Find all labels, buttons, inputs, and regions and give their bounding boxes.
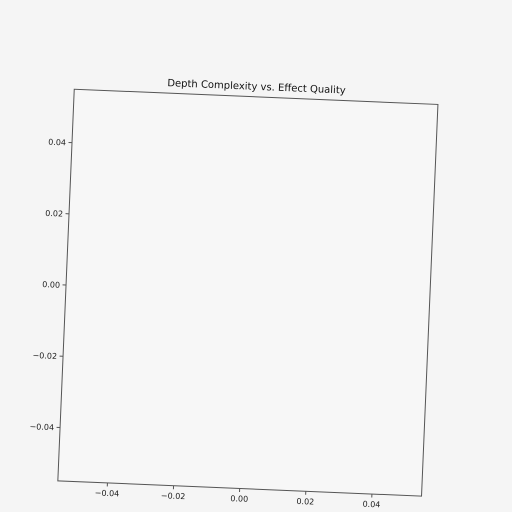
- x-tick-label: −0.02: [161, 491, 186, 501]
- y-tick-label: −0.02: [32, 351, 57, 361]
- x-tick-label: 0.04: [362, 500, 380, 510]
- x-tick-label: 0.02: [296, 497, 314, 507]
- y-tick-label: 0.04: [48, 138, 66, 148]
- y-tick-label: 0.00: [42, 280, 60, 290]
- x-tick-label: −0.04: [95, 488, 120, 498]
- y-axis: −0.04 −0.02 0.00 0.02 0.04: [29, 138, 73, 432]
- plot-area: [57, 88, 439, 497]
- figure: Depth Complexity vs. Effect Quality −0.0…: [29, 78, 439, 509]
- y-tick-label: 0.02: [45, 209, 63, 219]
- x-tick-label: 0.00: [230, 494, 248, 504]
- x-axis: −0.04 −0.02 0.00 0.02 0.04: [95, 482, 381, 509]
- y-tick-label: −0.04: [29, 422, 54, 432]
